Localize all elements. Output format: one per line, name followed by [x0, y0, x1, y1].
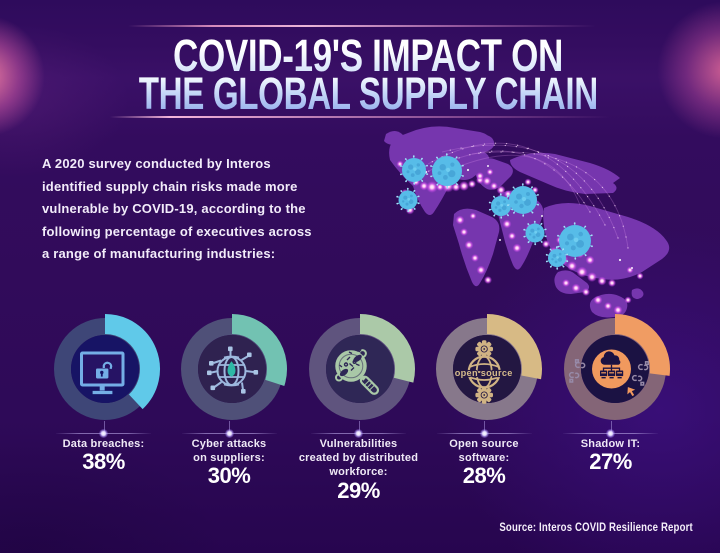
svg-text:open source: open source — [455, 368, 513, 378]
